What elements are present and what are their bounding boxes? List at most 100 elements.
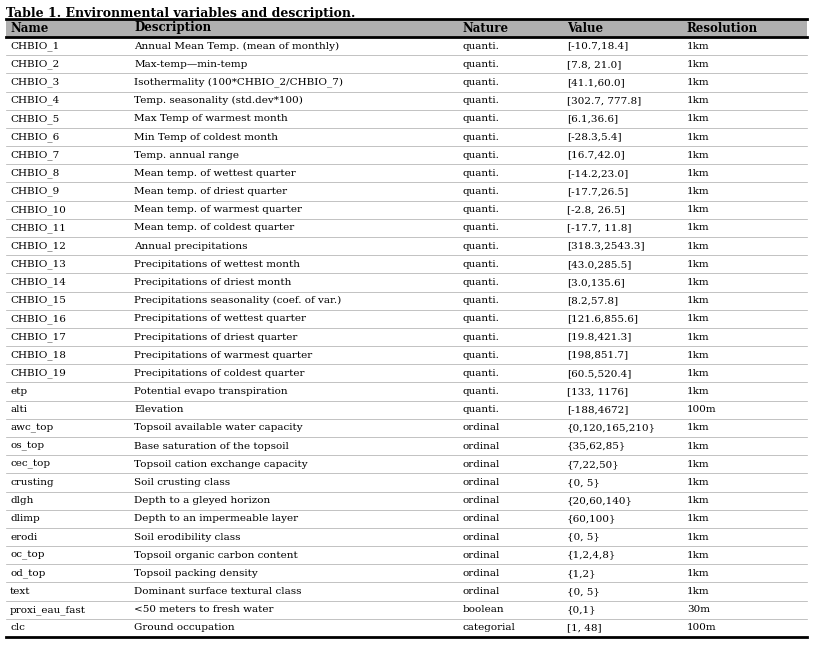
Text: Elevation: Elevation [134,405,184,414]
Text: CHBIO_8: CHBIO_8 [10,168,59,178]
Text: Base saturation of the topsoil: Base saturation of the topsoil [134,442,289,451]
Text: ordinal: ordinal [463,533,500,542]
Text: quanti.: quanti. [463,333,499,341]
Text: [1, 48]: [1, 48] [567,624,602,632]
Text: quanti.: quanti. [463,114,499,123]
Text: Precipitations of driest quarter: Precipitations of driest quarter [134,333,298,341]
Text: 1km: 1km [687,60,710,69]
Text: quanti.: quanti. [463,369,499,378]
Text: CHBIO_4: CHBIO_4 [10,96,59,106]
Text: [16.7,42.0]: [16.7,42.0] [567,151,624,160]
Text: CHBIO_2: CHBIO_2 [10,59,59,69]
Text: quanti.: quanti. [463,187,499,196]
Text: 1km: 1km [687,78,710,87]
Text: oc_top: oc_top [10,551,45,560]
Text: Min Temp of coldest month: Min Temp of coldest month [134,132,278,141]
Text: [302.7, 777.8]: [302.7, 777.8] [567,96,641,105]
Text: {60,100}: {60,100} [567,514,616,523]
Text: Resolution: Resolution [687,21,758,34]
Text: 1km: 1km [687,260,710,269]
Text: [19.8,421.3]: [19.8,421.3] [567,333,631,341]
Text: [-17.7, 11.8]: [-17.7, 11.8] [567,223,631,232]
Text: 1km: 1km [687,169,710,178]
Text: quanti.: quanti. [463,405,499,414]
Text: [-28.3,5.4]: [-28.3,5.4] [567,132,621,141]
Text: ordinal: ordinal [463,423,500,432]
Text: [3.0,135.6]: [3.0,135.6] [567,278,624,287]
Text: Precipitations of wettest quarter: Precipitations of wettest quarter [134,314,307,323]
Text: quanti.: quanti. [463,60,499,69]
Text: [198,851.7]: [198,851.7] [567,351,628,360]
Text: {20,60,140}: {20,60,140} [567,496,633,505]
Text: 1km: 1km [687,569,710,578]
Text: 1km: 1km [687,496,710,505]
Text: [-188,4672]: [-188,4672] [567,405,628,414]
Text: {0,120,165,210}: {0,120,165,210} [567,423,656,432]
Text: {0, 5}: {0, 5} [567,587,599,596]
Text: CHBIO_19: CHBIO_19 [10,368,66,378]
Text: {1,2,4,8}: {1,2,4,8} [567,551,616,560]
Text: quanti.: quanti. [463,205,499,214]
Text: CHBIO_9: CHBIO_9 [10,186,59,196]
Text: CHBIO_17: CHBIO_17 [10,332,66,342]
Text: 1km: 1km [687,478,710,487]
Text: Temp. seasonality (std.dev*100): Temp. seasonality (std.dev*100) [134,96,303,105]
Text: [-2.8, 26.5]: [-2.8, 26.5] [567,205,624,214]
Text: CHBIO_16: CHBIO_16 [10,314,66,324]
Text: CHBIO_14: CHBIO_14 [10,277,66,287]
Text: CHBIO_3: CHBIO_3 [10,77,59,87]
Text: os_top: os_top [10,441,44,451]
Text: {0, 5}: {0, 5} [567,533,599,542]
Text: Depth to an impermeable layer: Depth to an impermeable layer [134,514,298,523]
Text: quanti.: quanti. [463,278,499,287]
Text: Precipitations of warmest quarter: Precipitations of warmest quarter [134,351,312,360]
Text: awc_top: awc_top [10,423,53,433]
Text: 1km: 1km [687,514,710,523]
Text: od_top: od_top [10,568,46,578]
Text: Max-temp—min-temp: Max-temp—min-temp [134,60,247,69]
Text: [41.1,60.0]: [41.1,60.0] [567,78,624,87]
Text: Isothermality (100*CHBIO_2/CHBIO_7): Isothermality (100*CHBIO_2/CHBIO_7) [134,77,343,87]
Text: alti: alti [10,405,27,414]
Text: quanti.: quanti. [463,41,499,50]
Text: proxi_eau_fast: proxi_eau_fast [10,605,86,615]
Text: CHBIO_5: CHBIO_5 [10,114,59,124]
Text: [133, 1176]: [133, 1176] [567,387,628,396]
Text: etp: etp [10,387,27,396]
Text: ordinal: ordinal [463,460,500,469]
Text: 1km: 1km [687,369,710,378]
Text: Potential evapo transpiration: Potential evapo transpiration [134,387,288,396]
Text: 1km: 1km [687,242,710,251]
Text: 1km: 1km [687,387,710,396]
Text: 1km: 1km [687,351,710,360]
Text: 1km: 1km [687,41,710,50]
Text: 1km: 1km [687,278,710,287]
Text: Temp. annual range: Temp. annual range [134,151,239,160]
Text: quanti.: quanti. [463,151,499,160]
Text: 1km: 1km [687,314,710,323]
Text: 1km: 1km [687,151,710,160]
Text: [-10.7,18.4]: [-10.7,18.4] [567,41,628,50]
Text: ordinal: ordinal [463,442,500,451]
Text: 1km: 1km [687,296,710,305]
Text: {0,1}: {0,1} [567,605,596,614]
Text: clc: clc [10,624,25,632]
Text: Nature: Nature [463,21,509,34]
Text: Topsoil available water capacity: Topsoil available water capacity [134,423,302,432]
Text: 1km: 1km [687,460,710,469]
Text: 1km: 1km [687,423,710,432]
Text: CHBIO_13: CHBIO_13 [10,259,66,269]
Text: [8.2,57.8]: [8.2,57.8] [567,296,618,305]
Text: 1km: 1km [687,587,710,596]
Text: 1km: 1km [687,132,710,141]
Text: CHBIO_6: CHBIO_6 [10,132,59,142]
Text: CHBIO_10: CHBIO_10 [10,205,66,215]
Text: <50 meters to fresh water: <50 meters to fresh water [134,605,274,614]
Text: 1km: 1km [687,533,710,542]
Bar [6,19,807,37]
Text: quanti.: quanti. [463,314,499,323]
Text: dlgh: dlgh [10,496,33,505]
Text: ordinal: ordinal [463,478,500,487]
Text: Topsoil organic carbon content: Topsoil organic carbon content [134,551,298,560]
Text: CHBIO_11: CHBIO_11 [10,223,66,233]
